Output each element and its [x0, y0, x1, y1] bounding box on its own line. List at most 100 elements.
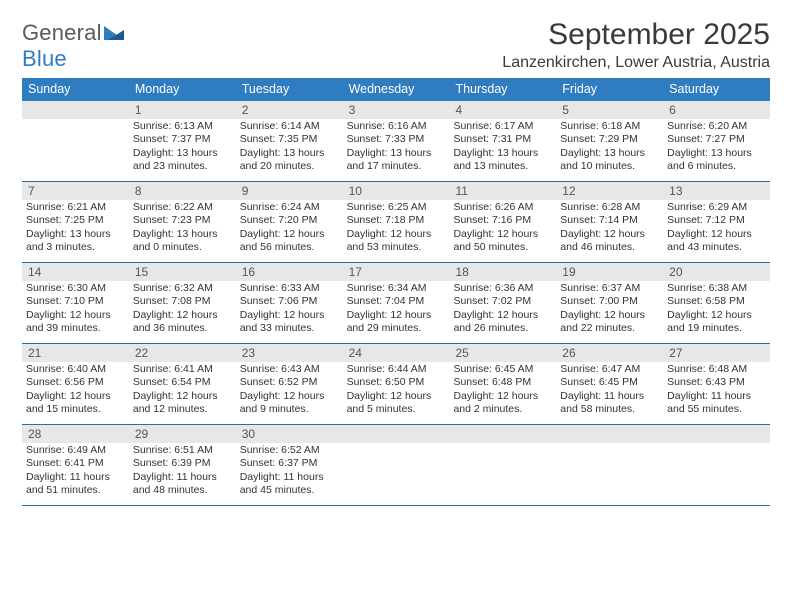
date-number: 18: [449, 263, 556, 281]
day-detail-line: and 19 minutes.: [667, 322, 766, 335]
day-detail-line: Sunset: 7:06 PM: [240, 295, 339, 308]
day-detail-line: and 55 minutes.: [667, 403, 766, 416]
header: GeneralBlue September 2025 Lanzenkirchen…: [22, 18, 770, 72]
day-detail-line: Sunset: 7:02 PM: [453, 295, 552, 308]
day-detail-line: Sunset: 6:41 PM: [26, 457, 125, 470]
day-cell: Sunrise: 6:17 AMSunset: 7:31 PMDaylight:…: [449, 119, 556, 181]
date-number-row: 21222324252627: [22, 344, 770, 362]
date-number: 20: [663, 263, 770, 281]
day-detail-line: Daylight: 11 hours: [26, 471, 125, 484]
day-detail-line: Daylight: 12 hours: [453, 390, 552, 403]
day-detail-line: Sunrise: 6:17 AM: [453, 120, 552, 133]
day-detail-line: Sunrise: 6:51 AM: [133, 444, 232, 457]
day-cell: Sunrise: 6:33 AMSunset: 7:06 PMDaylight:…: [236, 281, 343, 343]
day-cell: Sunrise: 6:44 AMSunset: 6:50 PMDaylight:…: [343, 362, 450, 424]
day-detail-line: and 48 minutes.: [133, 484, 232, 497]
day-cell: [556, 443, 663, 505]
date-number: 5: [556, 101, 663, 119]
day-detail-line: Daylight: 12 hours: [347, 309, 446, 322]
day-detail-line: Sunset: 7:04 PM: [347, 295, 446, 308]
day-detail-line: and 50 minutes.: [453, 241, 552, 254]
weeks-container: 123456Sunrise: 6:13 AMSunset: 7:37 PMDay…: [22, 101, 770, 506]
day-detail-line: Sunrise: 6:18 AM: [560, 120, 659, 133]
day-detail-line: Sunset: 7:00 PM: [560, 295, 659, 308]
day-cell: Sunrise: 6:41 AMSunset: 6:54 PMDaylight:…: [129, 362, 236, 424]
date-number: 15: [129, 263, 236, 281]
date-number: 30: [236, 425, 343, 443]
date-number: 9: [236, 182, 343, 200]
calendar: Sunday Monday Tuesday Wednesday Thursday…: [22, 78, 770, 506]
week-body-row: Sunrise: 6:40 AMSunset: 6:56 PMDaylight:…: [22, 362, 770, 424]
day-detail-line: and 10 minutes.: [560, 160, 659, 173]
day-detail-line: Sunrise: 6:22 AM: [133, 201, 232, 214]
week: 78910111213Sunrise: 6:21 AMSunset: 7:25 …: [22, 182, 770, 263]
day-detail-line: Daylight: 12 hours: [667, 228, 766, 241]
day-detail-line: Sunset: 6:37 PM: [240, 457, 339, 470]
day-detail-line: Sunrise: 6:20 AM: [667, 120, 766, 133]
week: 282930Sunrise: 6:49 AMSunset: 6:41 PMDay…: [22, 425, 770, 506]
day-detail-line: and 17 minutes.: [347, 160, 446, 173]
day-detail-line: and 20 minutes.: [240, 160, 339, 173]
day-detail-line: Sunset: 7:18 PM: [347, 214, 446, 227]
day-detail-line: and 2 minutes.: [453, 403, 552, 416]
day-detail-line: Daylight: 12 hours: [240, 309, 339, 322]
date-number: 7: [22, 182, 129, 200]
date-number: 26: [556, 344, 663, 362]
dayname-row: Sunday Monday Tuesday Wednesday Thursday…: [22, 78, 770, 101]
day-detail-line: Daylight: 12 hours: [26, 390, 125, 403]
day-detail-line: Daylight: 12 hours: [240, 228, 339, 241]
day-detail-line: Sunset: 7:20 PM: [240, 214, 339, 227]
day-detail-line: and 29 minutes.: [347, 322, 446, 335]
day-detail-line: Sunset: 6:50 PM: [347, 376, 446, 389]
day-cell: Sunrise: 6:21 AMSunset: 7:25 PMDaylight:…: [22, 200, 129, 262]
day-detail-line: Sunrise: 6:34 AM: [347, 282, 446, 295]
day-detail-line: Daylight: 11 hours: [667, 390, 766, 403]
date-number: 4: [449, 101, 556, 119]
day-cell: [663, 443, 770, 505]
day-cell: Sunrise: 6:45 AMSunset: 6:48 PMDaylight:…: [449, 362, 556, 424]
date-number: 16: [236, 263, 343, 281]
week-body-row: Sunrise: 6:49 AMSunset: 6:41 PMDaylight:…: [22, 443, 770, 505]
day-detail-line: and 9 minutes.: [240, 403, 339, 416]
date-number: 6: [663, 101, 770, 119]
day-detail-line: Daylight: 12 hours: [667, 309, 766, 322]
day-detail-line: Sunset: 7:08 PM: [133, 295, 232, 308]
day-detail-line: Sunset: 6:39 PM: [133, 457, 232, 470]
date-number-row: 123456: [22, 101, 770, 119]
day-cell: [22, 119, 129, 181]
day-detail-line: Sunrise: 6:48 AM: [667, 363, 766, 376]
date-number: 21: [22, 344, 129, 362]
date-number: 17: [343, 263, 450, 281]
date-number: [22, 101, 129, 119]
day-cell: Sunrise: 6:32 AMSunset: 7:08 PMDaylight:…: [129, 281, 236, 343]
day-detail-line: Daylight: 13 hours: [240, 147, 339, 160]
day-detail-line: Sunset: 7:14 PM: [560, 214, 659, 227]
page: GeneralBlue September 2025 Lanzenkirchen…: [0, 0, 792, 506]
date-number: 29: [129, 425, 236, 443]
day-detail-line: Sunrise: 6:29 AM: [667, 201, 766, 214]
day-detail-line: Sunrise: 6:13 AM: [133, 120, 232, 133]
day-detail-line: Sunrise: 6:32 AM: [133, 282, 232, 295]
day-detail-line: and 22 minutes.: [560, 322, 659, 335]
day-detail-line: Sunset: 6:58 PM: [667, 295, 766, 308]
day-detail-line: and 5 minutes.: [347, 403, 446, 416]
day-cell: Sunrise: 6:51 AMSunset: 6:39 PMDaylight:…: [129, 443, 236, 505]
day-detail-line: Sunrise: 6:25 AM: [347, 201, 446, 214]
date-number-row: 14151617181920: [22, 263, 770, 281]
day-detail-line: Daylight: 12 hours: [347, 390, 446, 403]
month-title: September 2025: [502, 18, 770, 52]
logo: GeneralBlue: [22, 20, 124, 72]
day-detail-line: Sunrise: 6:24 AM: [240, 201, 339, 214]
day-detail-line: Daylight: 12 hours: [453, 228, 552, 241]
date-number: 19: [556, 263, 663, 281]
week: 21222324252627Sunrise: 6:40 AMSunset: 6:…: [22, 344, 770, 425]
day-detail-line: Sunset: 6:45 PM: [560, 376, 659, 389]
day-detail-line: Sunset: 6:56 PM: [26, 376, 125, 389]
dayname: Sunday: [22, 78, 129, 101]
date-number: 27: [663, 344, 770, 362]
day-detail-line: and 0 minutes.: [133, 241, 232, 254]
day-cell: Sunrise: 6:47 AMSunset: 6:45 PMDaylight:…: [556, 362, 663, 424]
day-detail-line: Daylight: 12 hours: [560, 309, 659, 322]
day-detail-line: Sunrise: 6:16 AM: [347, 120, 446, 133]
day-detail-line: Sunset: 7:16 PM: [453, 214, 552, 227]
